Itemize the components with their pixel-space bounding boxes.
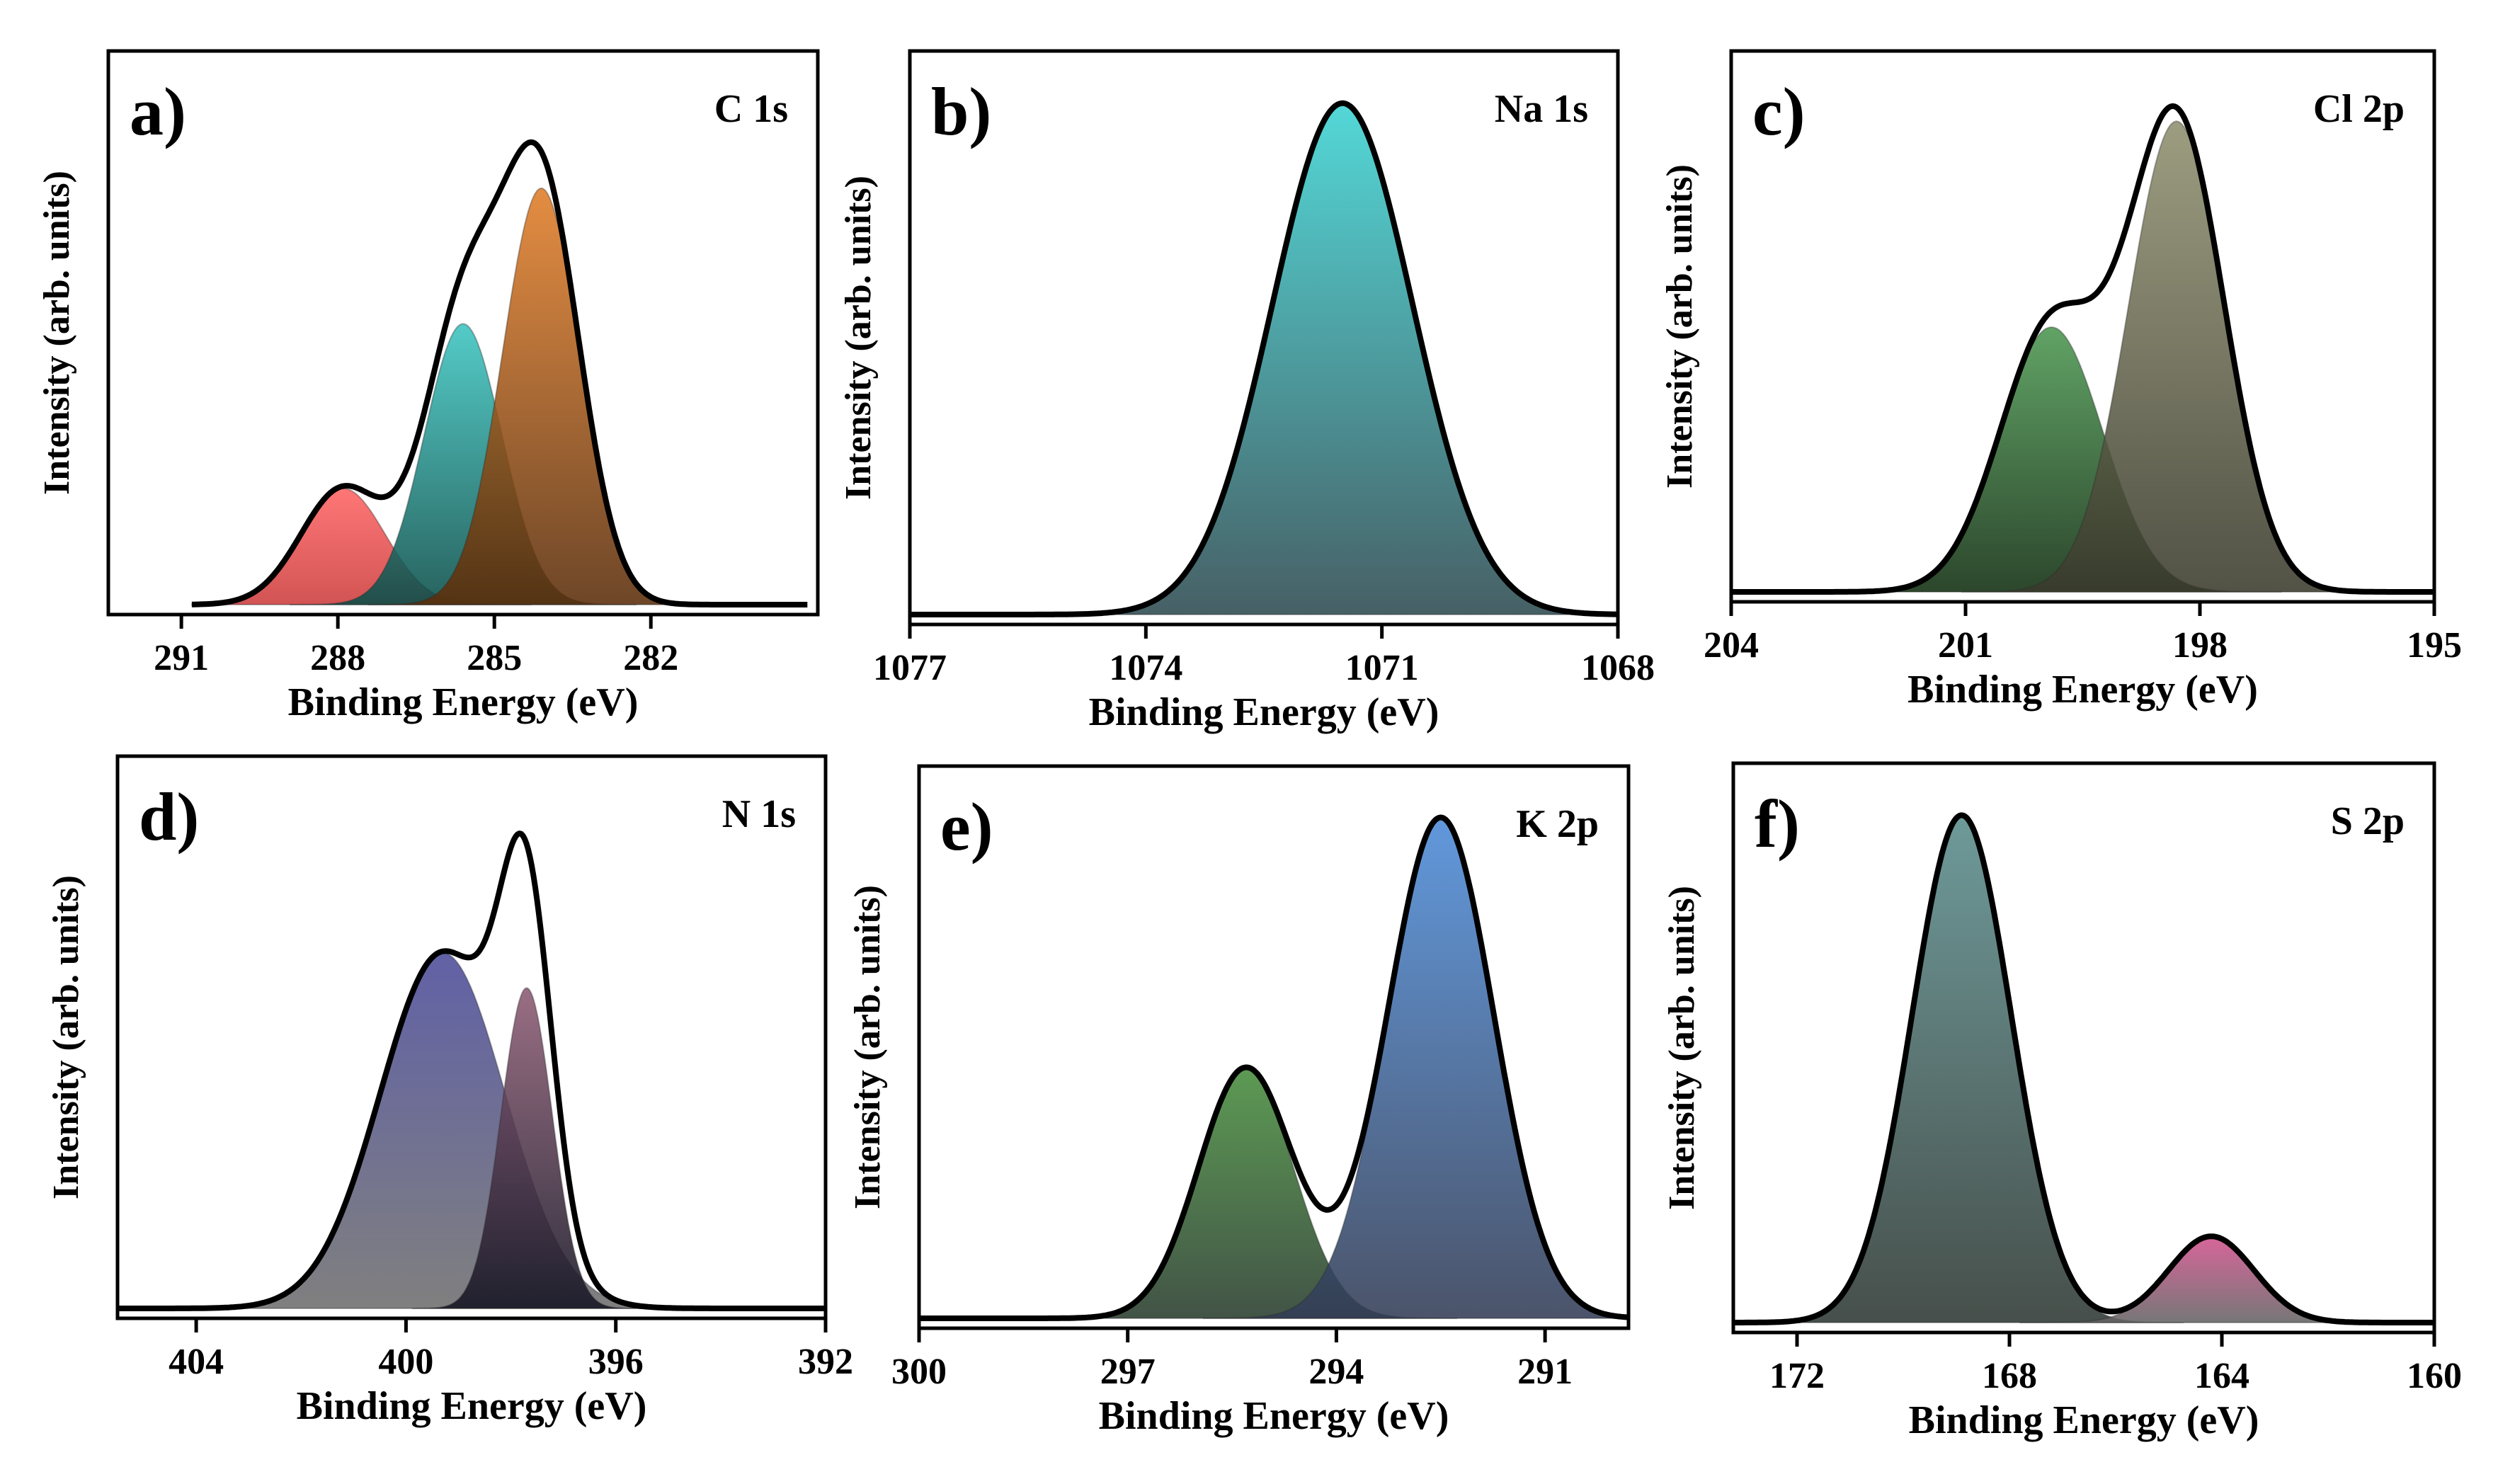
y-axis-label: Intensity (arb. units) (838, 176, 879, 500)
chart-panel-6: 172 168 164 160 Binding Energy (eV) Intensity… (1662, 761, 2462, 1442)
panel-title: C 1s (714, 87, 788, 131)
peak-area-1 (164, 952, 722, 1309)
panel-title: Na 1s (1495, 87, 1588, 131)
peak-area-1 (1740, 814, 2184, 1323)
x-tick-label: 282 (623, 638, 678, 678)
x-tick-label: 400 (378, 1342, 433, 1382)
chart-panel-5: 300 297 294 291 Binding Energy (eV) Intensity… (848, 764, 1631, 1438)
peak-area-2 (411, 987, 641, 1309)
x-tick-label: 392 (798, 1342, 853, 1382)
envelope-line (1732, 812, 2436, 1325)
x-tick-label: 396 (588, 1342, 644, 1382)
y-axis-label: Intensity (arb. units) (37, 171, 77, 495)
x-tick-label: 291 (1517, 1352, 1573, 1392)
chart-panel-2: 1077 1074 1071 1068 Binding Energy (eV) Inten… (838, 49, 1655, 734)
x-tick-label: 300 (891, 1352, 947, 1392)
panel-letter: e) (940, 789, 993, 864)
panel-letter: b) (931, 74, 991, 149)
x-tick-label: 204 (1704, 625, 1759, 666)
panel-letter: a) (130, 74, 186, 149)
panel-title: Cl 2p (2313, 87, 2405, 131)
x-tick-label: 297 (1100, 1352, 1156, 1392)
panel-title: K 2p (1516, 802, 1599, 846)
x-axis-label: Binding Energy (eV) (297, 1384, 647, 1428)
x-axis-label: Binding Energy (eV) (1099, 1394, 1449, 1438)
x-tick-label: 294 (1308, 1352, 1364, 1392)
x-tick-label: 201 (1938, 625, 1993, 666)
panel-letter: f) (1755, 786, 1800, 862)
y-axis-label: Intensity (arb. units) (1662, 886, 1702, 1210)
x-tick-label: 404 (169, 1342, 224, 1382)
x-axis-label: Binding Energy (eV) (1089, 690, 1439, 734)
peak-area-1 (1028, 102, 1619, 615)
x-tick-label: 160 (2407, 1356, 2462, 1396)
x-tick-label: 172 (1769, 1356, 1825, 1396)
x-tick-label: 1074 (1109, 648, 1182, 688)
envelope-line (918, 814, 1630, 1321)
panel-title: S 2p (2331, 799, 2405, 843)
x-tick-label: 198 (2172, 625, 2228, 666)
envelope-line (1730, 103, 2436, 595)
chart-panel-3: 204 201 198 195 Binding Energy (eV) Intensity… (1660, 49, 2462, 712)
plot-frame (908, 49, 1620, 627)
x-axis-label: Binding Energy (eV) (288, 680, 639, 724)
panel-letter: d) (139, 779, 199, 855)
envelope-line (116, 831, 827, 1311)
x-tick-label: 1077 (873, 648, 947, 688)
envelope-line (908, 100, 1619, 617)
y-axis-label: Intensity (arb. units) (848, 885, 888, 1209)
panel-title: N 1s (722, 792, 796, 836)
x-tick-label: 288 (310, 638, 365, 678)
y-axis-label: Intensity (arb. units) (46, 875, 86, 1199)
plot-frame (917, 764, 1631, 1330)
plot-frame (1729, 49, 2436, 604)
chart-panel-4: 404 400 396 392 Binding Energy (eV) Intensity… (46, 754, 853, 1428)
x-tick-label: 164 (2194, 1356, 2249, 1396)
x-tick-label: 285 (467, 638, 522, 678)
panel-letter: c) (1752, 74, 1806, 149)
plot-frame (1731, 761, 2436, 1335)
x-axis-label: Binding Energy (eV) (1909, 1398, 2259, 1442)
x-axis-label: Binding Energy (eV) (1907, 668, 2258, 712)
envelope-line (190, 139, 809, 607)
plot-frame (115, 754, 828, 1320)
y-axis-label: Intensity (arb. units) (1660, 164, 1700, 489)
x-tick-label: 1071 (1345, 648, 1419, 688)
x-tick-label: 195 (2407, 625, 2462, 666)
x-tick-label: 168 (1982, 1356, 2037, 1396)
plot-frame (106, 49, 820, 617)
x-tick-label: 291 (154, 638, 209, 678)
x-tick-label: 1068 (1581, 648, 1655, 688)
